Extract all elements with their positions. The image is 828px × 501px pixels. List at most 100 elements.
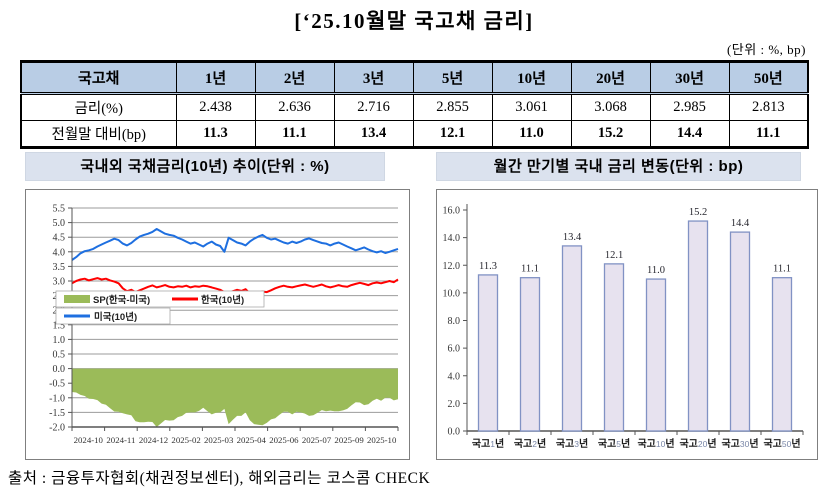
table-cell: 11.0 [491, 120, 572, 148]
x-tick-label: 2025-02 [171, 435, 200, 445]
category-label: 국고3년 [556, 437, 588, 450]
x-tick-label: 2025-06 [269, 435, 299, 445]
table-row: 전월말 대비(bp) 11.3 11.1 13.4 12.1 11.0 15.2 14.4 11… [20, 120, 809, 148]
x-tick-label: 2025-03 [204, 435, 234, 445]
y-tick-label: 4.5 [53, 233, 66, 244]
y-tick-label: 0.0 [53, 364, 66, 375]
legend-label: SP(한국-미국) [93, 294, 150, 306]
bar-value-label: 12.1 [605, 250, 623, 261]
unit-note: (단위 : %, bp) [726, 42, 806, 57]
us-line [71, 228, 399, 261]
table-cell: 14.4 [649, 120, 730, 148]
table-header-cell: 2년 [254, 61, 335, 95]
legend-label: 한국(10년) [201, 294, 244, 306]
page-title: [‘25.10월말 국고채 금리] [294, 9, 534, 33]
bar [645, 278, 667, 432]
source-note: 출처 : 금융투자협회(채권정보센터), 해외금리는 코스콤 CHECK [8, 470, 431, 487]
table-header-cell: 20년 [570, 61, 651, 95]
y-tick-label: -0.5 [49, 379, 65, 390]
y-tick-label: 0.5 [53, 350, 66, 361]
bar-value-label: 11.1 [521, 264, 539, 275]
left-chart-title: 국내외 국채금리(10년) 추이(단위 : %) [25, 152, 385, 181]
x-tick-label: 2024-11 [106, 435, 135, 445]
table-header-cell: 1년 [175, 61, 256, 95]
table-header-cell: 50년 [728, 61, 809, 95]
x-tick-label: 2024-12 [139, 435, 168, 445]
table-cell: 11.3 [175, 120, 256, 148]
table-cell: 15.2 [570, 120, 651, 148]
bar-value-label: 11.0 [647, 265, 665, 276]
category-label: 국고2년 [514, 437, 546, 450]
y-tick-label: 5.0 [53, 218, 66, 229]
table-cell: 11.1 [728, 120, 809, 148]
x-tick-label: 2025-04 [237, 435, 267, 445]
legend: SP(한국-미국) 한국(10년) 미국(10년) [55, 290, 265, 325]
y-tick-label: 6.0 [448, 344, 461, 355]
bar-value-label: 13.4 [563, 232, 582, 243]
table-cell: 11.1 [254, 120, 335, 148]
bar-value-label: 15.2 [689, 207, 707, 218]
category-label: 국고10년 [637, 437, 674, 450]
table-cell: 12.1 [412, 120, 493, 148]
bar [771, 277, 793, 432]
y-tick-label: -1.5 [49, 408, 65, 419]
table-cell: 2.438 [175, 93, 256, 121]
y-tick-label: 12.0 [443, 261, 461, 272]
table-cell: 2.813 [728, 93, 809, 121]
y-tick-label: -2.0 [49, 423, 65, 434]
y-tick-label: 8.0 [448, 316, 461, 327]
table-header-cell: 10년 [491, 61, 572, 95]
y-tick-label: 3.5 [53, 262, 66, 273]
legend-label: 미국(10년) [94, 311, 137, 323]
y-tick-label: 0.0 [448, 427, 461, 438]
y-tick-label: 3.0 [53, 277, 66, 288]
legend-area-swatch [64, 295, 90, 303]
table-row-label: 전월말 대비(bp) [20, 120, 177, 148]
table-cell: 2.636 [254, 93, 335, 121]
x-tick-label: 2024-10 [74, 435, 104, 445]
category-label: 국고5년 [598, 437, 630, 450]
bar-value-label: 11.1 [773, 264, 791, 275]
y-tick-label: 5.5 [53, 204, 66, 215]
table-row-label: 금리(%) [20, 93, 177, 121]
table-header-cell: 3년 [333, 61, 414, 95]
bar [729, 231, 751, 432]
table-cell: 13.4 [333, 120, 414, 148]
table-header-cell: 국고채 [20, 61, 177, 95]
bond-table: 국고채 1년 2년 3년 5년 10년 20년 30년 50년 금리(%) 2.438 2.636 2… [20, 60, 809, 149]
right-chart-title: 월간 만기별 국내 금리 변동(단위 : bp) [436, 152, 801, 181]
table-cell: 2.985 [649, 93, 730, 121]
table-header-row: 국고채 1년 2년 3년 5년 10년 20년 30년 50년 [20, 61, 809, 95]
y-tick-label: 1.5 [53, 320, 66, 331]
bar-value-label: 14.4 [731, 218, 750, 229]
table-row: 금리(%) 2.438 2.636 2.716 2.855 3.061 3.068 2.985… [20, 93, 809, 121]
y-tick-label: 2.0 [448, 399, 461, 410]
bar-value-label: 11.3 [479, 261, 497, 272]
bar [603, 263, 625, 432]
bar-chart: 0.0 2.0 4.0 6.0 8.0 10.0 12.0 14.0 16.0 11.3 국고1년 1… [443, 204, 804, 450]
y-tick-label: 16.0 [443, 206, 461, 217]
y-tick-label: 10.0 [443, 288, 461, 299]
table-cell: 2.855 [412, 93, 493, 121]
x-tick-label: 2025-10 [367, 435, 397, 445]
table-header-cell: 5년 [412, 61, 493, 95]
table-header-cell: 30년 [649, 61, 730, 95]
bar [477, 274, 499, 432]
bar [687, 220, 709, 432]
bar [519, 277, 541, 432]
left-chart-canvas: 5.55.04.54.03.53.02.52.01.51.00.50.0-0.5… [25, 189, 410, 460]
spread-area [72, 368, 398, 427]
y-tick-label: 4.0 [448, 371, 461, 382]
y-tick-label: 14.0 [443, 233, 461, 244]
category-label: 국고30년 [721, 437, 758, 450]
table-cell: 3.068 [570, 93, 651, 121]
x-tick-label: 2025-07 [302, 435, 332, 445]
line-chart: 5.55.04.54.03.53.02.52.01.51.00.50.0-0.5… [49, 204, 399, 445]
category-label: 국고20년 [679, 437, 716, 450]
table-cell: 2.716 [333, 93, 414, 121]
y-tick-label: -1.0 [49, 393, 65, 404]
right-chart-canvas: 0.0 2.0 4.0 6.0 8.0 10.0 12.0 14.0 16.0 11.3 국고1년 1… [436, 189, 818, 460]
x-tick-label: 2025-09 [334, 435, 364, 445]
category-label: 국고1년 [472, 437, 504, 450]
y-tick-label: 4.0 [53, 247, 66, 258]
